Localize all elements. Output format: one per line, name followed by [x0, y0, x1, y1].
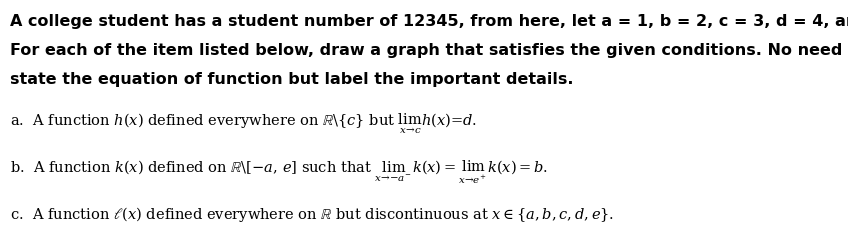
Text: A college student has a student number of 12345, from here, let a = 1, b = 2, c : A college student has a student number o… [10, 14, 848, 29]
Text: state the equation of function but label the important details.: state the equation of function but label… [10, 71, 574, 86]
Text: a.  A function $h(x)$ defined everywhere on $\mathbb{R}\backslash\{c\}$ but $\li: a. A function $h(x)$ defined everywhere … [10, 111, 477, 136]
Text: For each of the item listed below, draw a graph that satisfies the given conditi: For each of the item listed below, draw … [10, 42, 848, 58]
Text: b.  A function $k(x)$ defined on $\mathbb{R}\backslash[-a,\, e]$ such that $\lim: b. A function $k(x)$ defined on $\mathbb… [10, 158, 549, 185]
Text: c.  A function $\ell(x)$ defined everywhere on $\mathbb{R}$ but discontinuous at: c. A function $\ell(x)$ defined everywhe… [10, 204, 615, 223]
